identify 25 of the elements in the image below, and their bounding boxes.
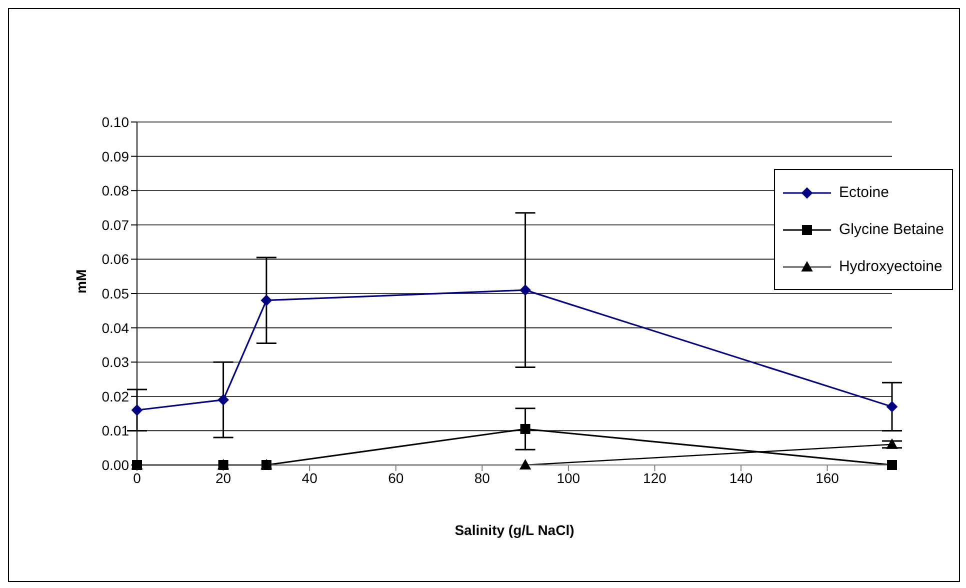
legend-label: Ectoine <box>838 184 889 201</box>
y-axis-title: mM <box>72 269 89 294</box>
y-tick-label: 0.06 <box>102 251 130 268</box>
x-tick-label: 60 <box>388 470 404 486</box>
x-tick-label: 40 <box>302 470 318 486</box>
x-tick-label: 120 <box>643 470 667 486</box>
y-tick-label: 0.07 <box>102 216 130 233</box>
y-tick-label: 0.01 <box>102 422 130 439</box>
y-tick-label: 0.03 <box>102 354 130 370</box>
x-axis-title: Salinity (g/L NaCl) <box>454 522 574 538</box>
x-tick-label: 100 <box>556 470 580 486</box>
y-tick-label: 0.09 <box>102 148 130 164</box>
x-tick-label: 160 <box>816 470 840 486</box>
y-tick-label: 0.10 <box>102 114 130 130</box>
legend-label: Glycine Betaine <box>838 221 944 238</box>
x-tick-label: 80 <box>474 470 490 486</box>
y-tick-label: 0.00 <box>102 456 130 473</box>
x-tick-label: 0 <box>133 470 142 486</box>
x-tick-label: 140 <box>729 470 753 486</box>
y-tick-label: 0.02 <box>102 388 130 404</box>
y-tick-label: 0.05 <box>102 285 130 302</box>
y-tick-label: 0.04 <box>102 320 130 336</box>
x-tick-label: 20 <box>215 470 232 486</box>
legend-label: Hydroxyectoine <box>838 258 942 275</box>
y-tick-label: 0.08 <box>102 182 130 199</box>
